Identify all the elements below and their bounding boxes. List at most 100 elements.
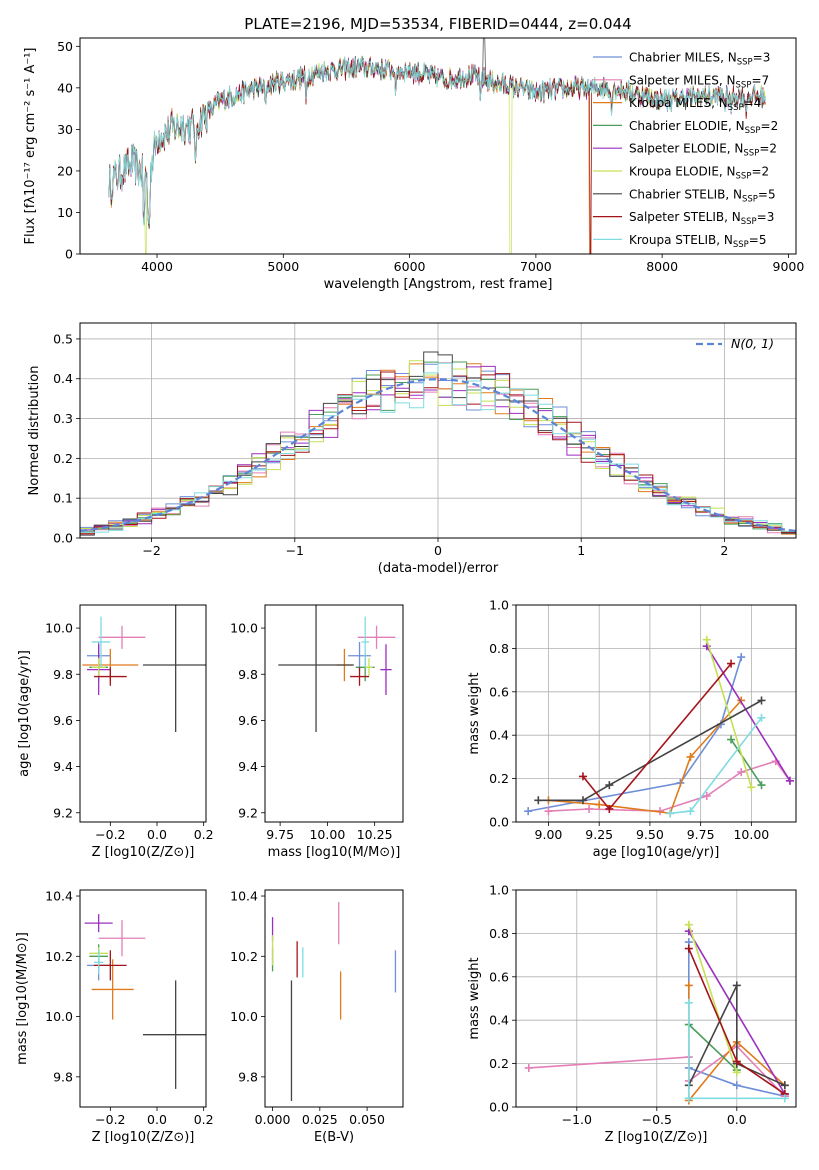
y-tick-label: 0.5 <box>53 331 73 346</box>
weight-marker <box>780 1094 789 1103</box>
x-tick-label: 9.50 <box>636 827 664 842</box>
y-tick-label: 9.8 <box>238 667 258 682</box>
x-tick-label: 0.2 <box>194 827 214 842</box>
weight-marker <box>737 653 746 662</box>
errorbar-4 <box>380 644 392 696</box>
x-tick-label: 5000 <box>267 259 299 274</box>
x-tick-label: 9000 <box>773 259 805 274</box>
y-tick-label: 0.8 <box>489 641 509 656</box>
axes-frame <box>79 604 207 823</box>
x-tick-label: −0.5 <box>642 1112 672 1127</box>
y-axis-label: age [log10(age/yr)] <box>17 650 32 777</box>
weight-marker <box>666 809 675 818</box>
axes-frame <box>264 604 404 823</box>
x-tick-label: −2 <box>142 543 160 558</box>
weight-marker <box>534 796 543 805</box>
errorbar-7 <box>94 667 127 686</box>
legend-label: Kroupa MILES, NSSP=4 <box>629 96 761 113</box>
y-tick-label: 0.0 <box>489 1100 509 1115</box>
x-tick-label: 10.25 <box>357 827 393 842</box>
y-tick-label: 0.4 <box>489 1013 509 1028</box>
weight-marker <box>737 768 746 777</box>
weight-marker <box>578 796 587 805</box>
plot-area <box>278 605 396 732</box>
y-tick-label: 10.0 <box>45 1009 73 1024</box>
legend-label: Kroupa ELODIE, NSSP=2 <box>629 165 769 182</box>
weight-marker <box>524 807 533 816</box>
errorbar-8 <box>361 616 369 668</box>
y-tick-label: 10.4 <box>45 889 73 904</box>
y-tick-label: 0.3 <box>53 411 73 426</box>
x-axis-label: Z [log10(Z/Z⊙)] <box>92 1130 195 1145</box>
plot-area <box>82 605 206 732</box>
legend-label: Chabrier STELIB, NSSP=5 <box>629 187 776 204</box>
y-tick-label: 9.8 <box>53 667 73 682</box>
mass-vs-metallicity-panel: −0.2 0.0 0.2 9.8 10.0 10.2 10.4 Z [log10(Z/Z⊙)]… <box>15 889 214 1145</box>
y-tick-label: 40 <box>57 80 73 95</box>
age-vs-mass-panel: 9.75 10.00 10.25 9.2 9.4 9.6 9.8 10.0 mass [log1… <box>230 604 404 860</box>
weight-line-0 <box>528 656 742 812</box>
y-tick-label: 1.0 <box>489 883 509 898</box>
errorbar-7 <box>350 667 369 686</box>
weight-marker <box>544 807 553 816</box>
weight-marker <box>727 659 736 668</box>
y-tick-label: 9.4 <box>238 759 258 774</box>
y-tick-label: 0.0 <box>53 531 73 546</box>
x-tick-label: −1 <box>286 543 304 558</box>
errorbar-8 <box>94 950 104 975</box>
errorbar-6 <box>143 605 206 732</box>
x-tick-label: −1.0 <box>562 1112 592 1127</box>
y-tick-label: 9.2 <box>238 805 258 820</box>
weight-marker <box>732 981 741 990</box>
spectrum-line-8 <box>108 56 766 226</box>
y-tick-label: 10.2 <box>230 949 258 964</box>
x-tick-label: 8000 <box>646 259 678 274</box>
errorbar-0 <box>348 641 371 670</box>
weight-marker <box>684 998 693 1007</box>
plot-area <box>108 38 766 254</box>
axes-frame <box>79 37 797 255</box>
plot-area <box>84 914 206 1089</box>
weight-marker <box>702 635 711 644</box>
weight-line-3 <box>730 739 763 786</box>
x-tick-label: 7000 <box>520 259 552 274</box>
axes-frame <box>515 604 797 823</box>
weight-marker <box>605 781 614 790</box>
x-tick-label: 0.0 <box>727 1112 747 1127</box>
y-tick-label: 10.0 <box>230 1009 258 1024</box>
errorbar-6 <box>278 605 354 732</box>
y-tick-label: 0.4 <box>53 371 73 386</box>
x-tick-label: 4000 <box>141 259 173 274</box>
histogram-step-8 <box>80 362 796 533</box>
x-tick-label: 0.025 <box>302 1112 338 1127</box>
x-tick-label: 0.2 <box>194 1112 214 1127</box>
y-axis-label: mass [log10(M/M⊙)] <box>15 932 30 1065</box>
errorbar-6 <box>143 980 206 1089</box>
normal-curve <box>80 378 796 533</box>
y-tick-label: 9.2 <box>53 805 73 820</box>
axes-frame <box>264 889 404 1108</box>
y-tick-label: 0.6 <box>489 684 509 699</box>
y-tick-label: 1.0 <box>489 598 509 613</box>
weight-marker <box>757 696 766 705</box>
x-tick-label: 6000 <box>394 259 426 274</box>
errorbar-7 <box>94 950 127 981</box>
x-tick-label: −0.2 <box>95 827 125 842</box>
weight-vs-age-panel: 9.00 9.25 9.50 9.75 10.00 0.0 0.2 0.4 0.6 0.8 1.0 a… <box>467 598 797 860</box>
x-tick-label: 0.0 <box>147 827 167 842</box>
axes-frame <box>515 889 797 1108</box>
x-tick-label: 9.00 <box>535 827 563 842</box>
weight-line-5 <box>705 639 753 788</box>
weight-line-3 <box>688 1023 738 1071</box>
legend-label: Kroupa STELIB, NSSP=5 <box>629 233 767 250</box>
errorbar-8 <box>91 616 111 668</box>
y-tick-label: 0.2 <box>489 771 509 786</box>
y-tick-label: 0 <box>65 247 73 262</box>
legend-label: Salpeter ELODIE, NSSP=2 <box>629 142 777 159</box>
weight-marker <box>785 776 794 785</box>
weight-marker <box>585 804 594 813</box>
residuals-panel: −2 −1 0 1 2 0.0 0.1 0.2 0.3 0.4 0.5 (data-model)/er… <box>27 322 797 576</box>
x-tick-label: 9.75 <box>266 827 294 842</box>
y-tick-label: 10.0 <box>230 621 258 636</box>
